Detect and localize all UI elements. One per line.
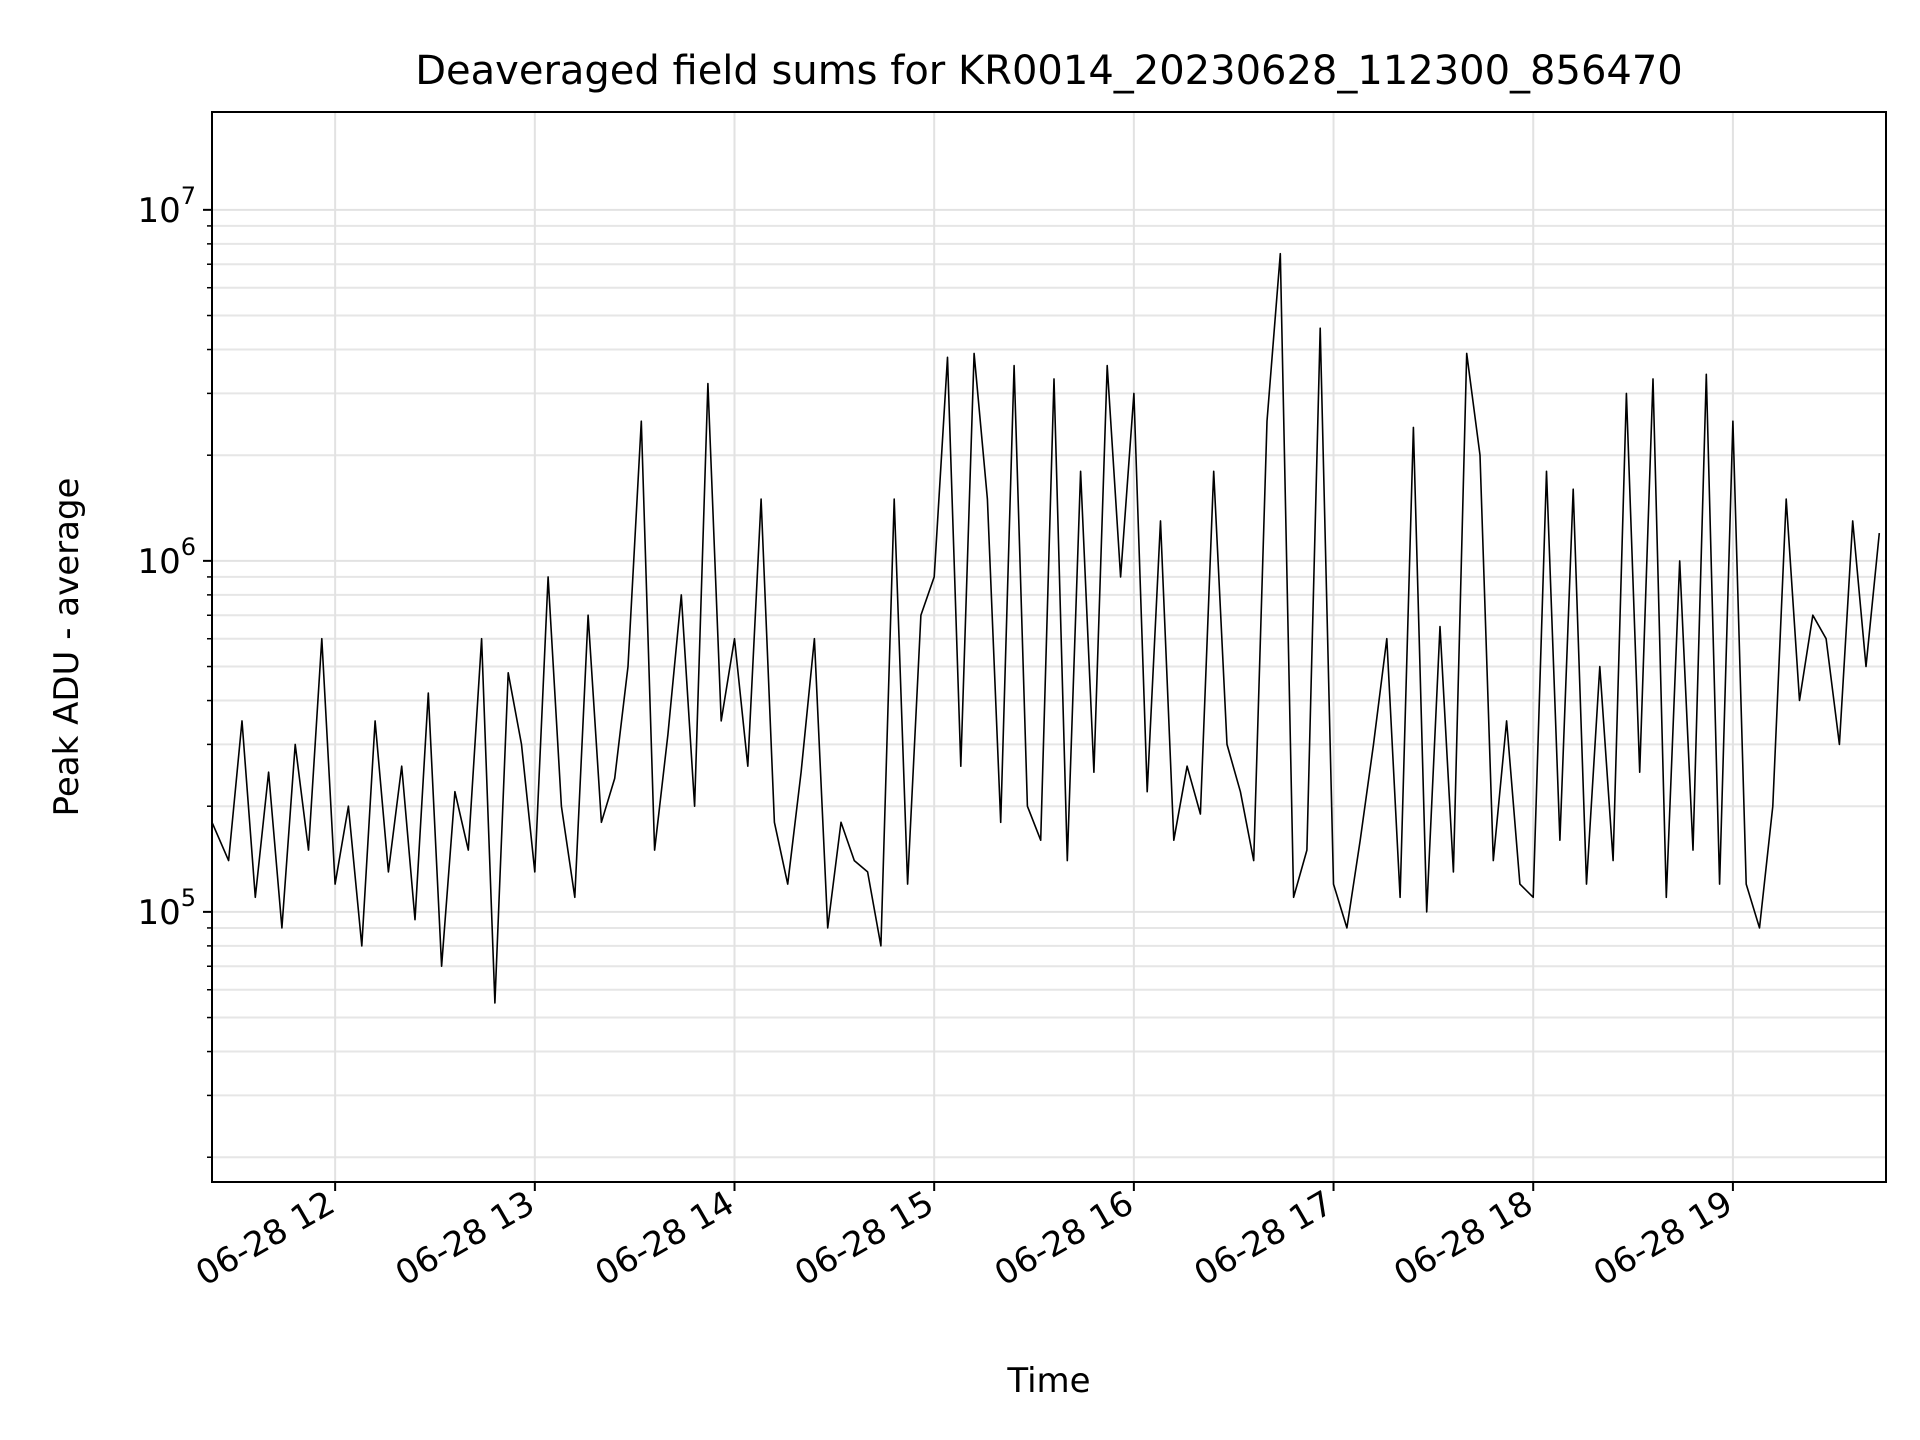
chart-title: Deaveraged field sums for KR0014_2023062… bbox=[415, 48, 1683, 94]
series-line bbox=[211, 252, 1881, 1004]
plot-area-frame bbox=[211, 111, 1887, 1183]
y-tick-label: 105 bbox=[137, 884, 196, 933]
y-tick-label: 107 bbox=[137, 182, 196, 231]
y-tick-label: 106 bbox=[137, 533, 196, 582]
grid-lines bbox=[212, 112, 1886, 1182]
y-axis-label: Peak ADU - average bbox=[47, 478, 87, 817]
series-layer bbox=[211, 252, 1881, 1004]
x-axis-label: Time bbox=[1006, 1361, 1090, 1401]
